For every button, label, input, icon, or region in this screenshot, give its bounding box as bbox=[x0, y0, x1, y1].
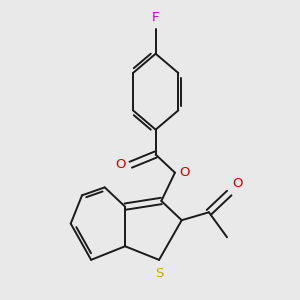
Text: F: F bbox=[152, 11, 159, 24]
Text: O: O bbox=[179, 166, 190, 179]
Text: O: O bbox=[233, 177, 243, 190]
Text: O: O bbox=[116, 158, 126, 171]
Text: S: S bbox=[155, 267, 163, 280]
